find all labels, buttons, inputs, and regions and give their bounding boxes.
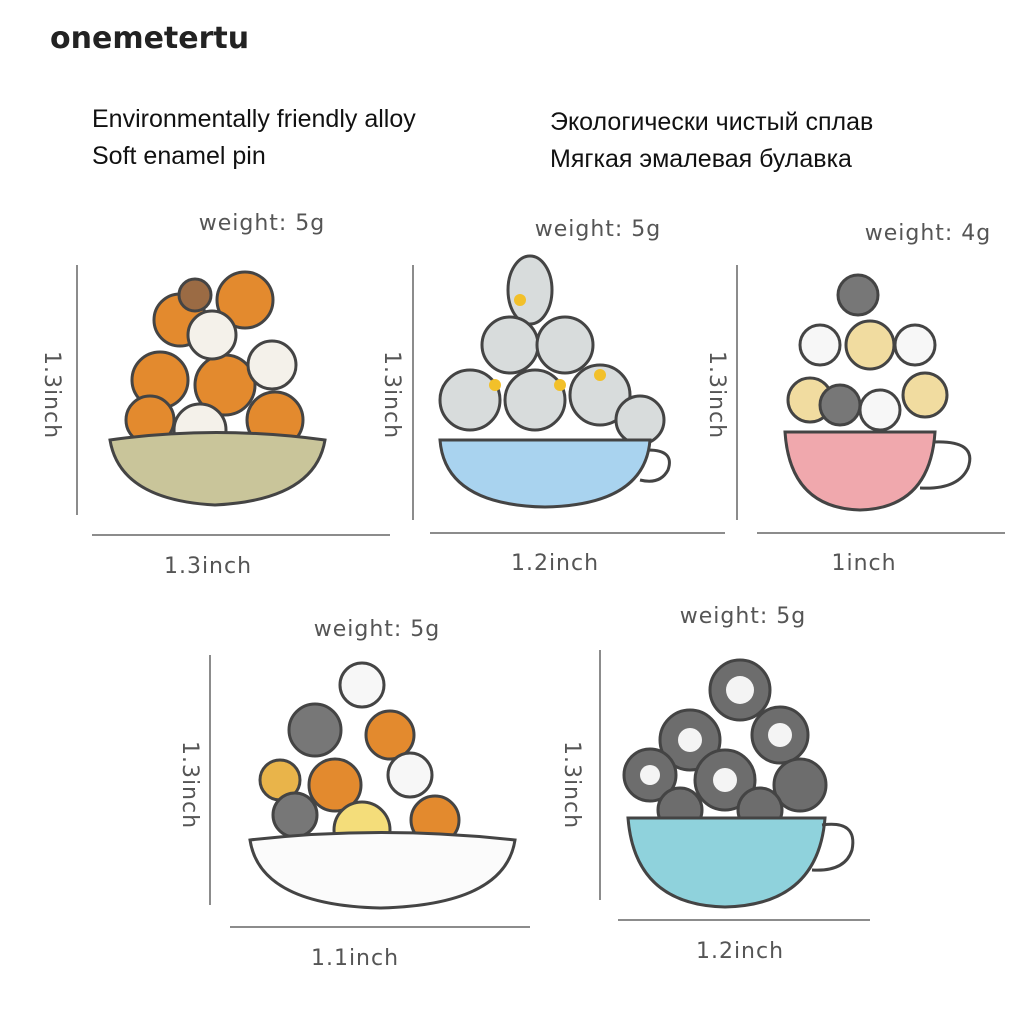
- weight-label: weight: 4g: [865, 221, 992, 246]
- height-label: 1.3inch: [704, 351, 729, 439]
- width-label: 1.3inch: [164, 554, 252, 579]
- weight-label: weight: 5g: [680, 604, 807, 629]
- weight-label: weight: 5g: [535, 217, 662, 242]
- height-label: 1.3inch: [177, 741, 202, 829]
- height-label: 1.3inch: [39, 351, 64, 439]
- description-ru: Мягкая эмалевая булавка: [550, 145, 852, 173]
- height-label: 1.3inch: [559, 741, 584, 829]
- pin-hedgehogs: weight: 5g 1.3inch 1.2inch: [559, 604, 870, 964]
- description-en: Environmentally friendly alloy: [92, 105, 416, 133]
- width-label: 1.2inch: [696, 939, 784, 964]
- pin-penguins: weight: 5g 1.3inch 1.2inch: [379, 217, 725, 576]
- width-label: 1inch: [831, 551, 896, 576]
- pin-cats: weight: 5g 1.3inch 1.1inch: [177, 617, 530, 971]
- description-en: Soft enamel pin: [92, 142, 266, 170]
- brand: onemetertu: [50, 21, 249, 56]
- description-ru: Экологически чистый сплав: [550, 108, 873, 136]
- pin-rabbits: weight: 4g 1.3inch 1inch: [704, 221, 1005, 576]
- weight-label: weight: 5g: [199, 211, 326, 236]
- weight-label: weight: 5g: [314, 617, 441, 642]
- height-label: 1.3inch: [379, 351, 404, 439]
- width-label: 1.2inch: [511, 551, 599, 576]
- pin-bears: weight: 5g 1.3inch 1.3inch: [39, 211, 390, 579]
- width-label: 1.1inch: [311, 946, 399, 971]
